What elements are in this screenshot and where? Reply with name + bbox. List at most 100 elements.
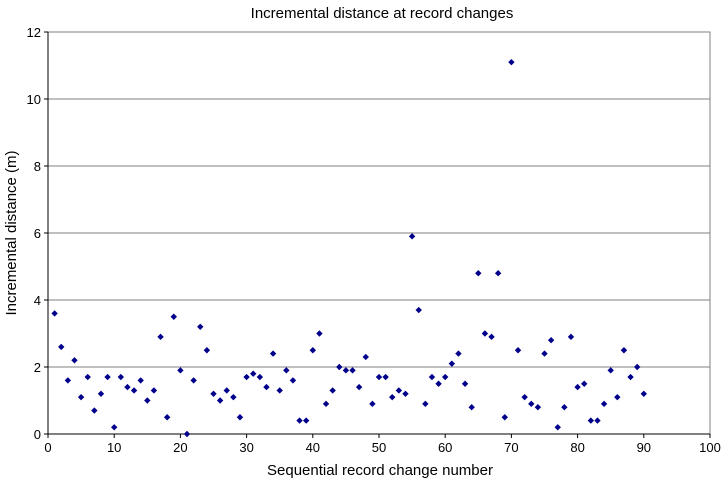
y-axis-ticks: 0 2 4 6 8 10 12 [27,25,48,442]
data-point [170,313,177,320]
x-tick-label: 50 [372,440,386,455]
data-point [84,373,91,381]
data-point [124,383,131,391]
data-point [488,333,495,341]
data-point [501,414,508,421]
data-point [581,380,588,387]
data-point [627,373,634,381]
data-point [283,367,290,374]
data-point [157,333,164,341]
data-point [594,417,601,424]
y-tick-label: 2 [34,360,41,375]
data-point [77,393,85,401]
y-tick-label: 8 [34,159,41,174]
data-point [289,377,297,384]
data-point [554,424,561,431]
data-point [528,400,535,408]
data-point [97,390,105,397]
data-point [197,323,204,330]
data-point [163,414,171,421]
data-point [342,367,350,374]
data-point [58,343,65,351]
x-tick-label: 80 [570,440,584,455]
data-point [600,400,608,408]
data-point [130,387,138,394]
x-axis-label: Sequential record change number [267,462,493,479]
data-point [51,310,58,317]
data-point [203,347,211,354]
data-point [408,233,416,240]
x-tick-label: 60 [438,440,452,455]
data-point [256,373,264,381]
data-point [236,414,244,421]
data-point [402,390,409,397]
y-tick-label: 6 [34,226,41,241]
x-tick-label: 0 [44,440,51,455]
data-point [302,417,310,424]
data-point [481,330,489,337]
data-point [382,373,389,381]
y-tick-label: 12 [27,25,41,40]
x-tick-label: 90 [637,440,651,455]
data-point [309,347,316,354]
data-point [230,393,237,401]
gridlines [48,31,710,368]
data-point [461,380,469,387]
data-point [355,383,363,391]
data-point [640,390,647,397]
data-point [150,387,158,394]
data-point [395,387,403,394]
data-point [369,400,376,408]
data-point [415,306,422,314]
data-point [316,330,323,337]
data-point [541,350,548,357]
data-point [362,353,369,361]
data-point [329,387,336,394]
data-point [104,373,111,381]
data-point [111,424,118,431]
data-point [475,270,482,277]
data-point [521,393,528,401]
data-point [296,417,303,424]
data-point [71,357,78,364]
y-tick-label: 0 [34,427,41,442]
data-point [587,417,595,424]
data-point [190,377,197,384]
x-tick-label: 70 [504,440,518,455]
data-point [620,347,628,354]
data-point [455,350,462,357]
data-point [177,367,184,374]
data-point [494,270,502,277]
data-point [442,373,449,381]
data-point [144,397,151,404]
x-tick-label: 20 [173,440,187,455]
data-point [250,370,257,377]
data-point [534,404,542,411]
y-tick-label: 4 [34,293,41,308]
data-point [375,373,383,381]
x-axis-ticks: 0 10 20 30 40 50 60 70 80 90 100 [44,434,721,455]
data-point [607,367,614,374]
data-point [633,363,641,371]
x-tick-label: 10 [107,440,121,455]
data-point [561,404,568,411]
data-point [468,404,475,411]
data-point [614,393,621,401]
data-point [336,363,343,371]
data-point [508,58,515,66]
x-tick-label: 100 [699,440,721,455]
data-point [64,377,72,384]
data-point [276,387,283,394]
data-point [243,373,250,381]
data-point [322,400,330,408]
data-point [269,350,277,357]
data-point [428,373,436,381]
data-point [448,360,456,367]
data-point [117,373,125,381]
data-point [183,430,191,438]
data-point [91,407,98,414]
x-tick-label: 40 [306,440,320,455]
data-point [574,383,581,391]
data-point [389,393,396,401]
data-point [567,333,575,341]
